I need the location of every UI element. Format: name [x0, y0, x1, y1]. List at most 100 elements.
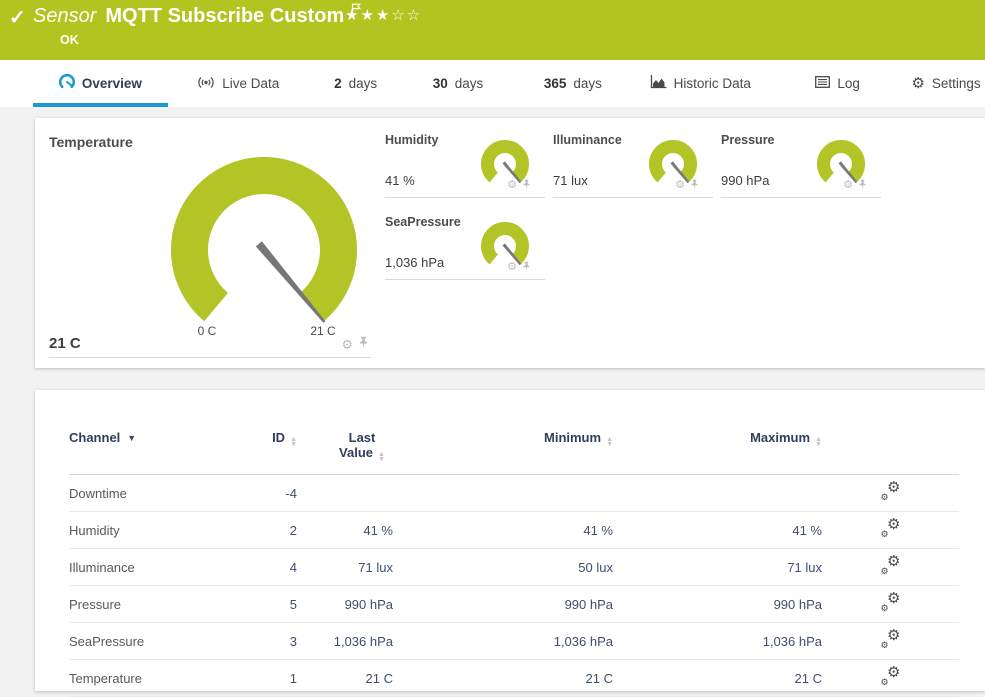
- gauge-title: Pressure: [721, 133, 775, 147]
- gauge-value: 71 lux: [553, 173, 588, 188]
- tab-historic-data[interactable]: Historic Data: [645, 60, 755, 107]
- temperature-gauge: [49, 128, 371, 333]
- gauge-cell-humidity: Humidity 41 % ⚙: [385, 124, 545, 198]
- gauge-cell-temperature: Temperature 0 C 21 C 21 C ⚙: [49, 128, 371, 358]
- status-badge: OK: [60, 33, 79, 47]
- tab-number: 2: [334, 76, 342, 91]
- channel-maximum: 990 hPa: [773, 596, 822, 612]
- tab-365-days[interactable]: 365 days: [530, 60, 615, 107]
- table-row: SeaPressure 3 1,036 hPa 1,036 hPa 1,036 hPa ⚙…: [69, 623, 959, 660]
- gauge-title: Temperature: [49, 134, 133, 150]
- gauge-cell-pressure: Pressure 990 hPa ⚙: [721, 124, 881, 198]
- broadcast-icon: [197, 76, 215, 92]
- channel-id: 1: [289, 670, 297, 686]
- channel-maximum: 71 lux: [787, 559, 822, 575]
- channel-maximum: [613, 475, 822, 512]
- tab-label: days: [454, 76, 484, 91]
- channel-name[interactable]: Illuminance: [69, 559, 135, 575]
- column-header-last-value[interactable]: Last Value ▲ ▼: [297, 430, 393, 475]
- channel-settings-icon[interactable]: ⚙ ⚙: [880, 478, 901, 502]
- channel-gear-icon[interactable]: ⚙: [843, 178, 853, 191]
- gauge-title: Humidity: [385, 133, 439, 147]
- gauge-cell-illuminance: Illuminance 71 lux ⚙: [553, 124, 713, 198]
- channel-settings-icon[interactable]: ⚙ ⚙: [880, 663, 901, 687]
- channel-gear-icon[interactable]: ⚙: [507, 260, 517, 273]
- channel-last-value: 41 %: [363, 522, 393, 538]
- channel-gear-icon[interactable]: ⚙: [675, 178, 685, 191]
- flag-icon[interactable]: [351, 0, 362, 22]
- column-header-actions: [822, 430, 959, 475]
- gauge-value: 990 hPa: [721, 173, 770, 188]
- channel-name[interactable]: SeaPressure: [69, 633, 145, 649]
- pin-icon[interactable]: [522, 176, 531, 194]
- column-header-maximum[interactable]: Maximum ▲ ▼: [613, 430, 822, 475]
- sensor-title-line: Sensor MQTT Subscribe Custom: [33, 3, 362, 28]
- channel-minimum: 990 hPa: [564, 596, 613, 612]
- tab-overview[interactable]: Overview: [33, 60, 168, 107]
- page-title: MQTT Subscribe Custom: [105, 5, 345, 27]
- pin-icon[interactable]: [858, 176, 867, 194]
- column-header-id[interactable]: ID ▲ ▼: [254, 430, 297, 475]
- sensor-kind-label: Sensor: [33, 5, 97, 27]
- table-row: Illuminance 4 71 lux 50 lux 71 lux ⚙ ⚙: [69, 549, 959, 586]
- seapressure-gauge: [476, 220, 534, 279]
- gauge-icon: [58, 73, 75, 93]
- status-check-icon: ✓: [9, 7, 26, 29]
- column-label: Maximum: [750, 430, 811, 445]
- tab-settings[interactable]: ⚙ Settings: [907, 60, 985, 107]
- tab-label: Historic Data: [673, 76, 751, 91]
- channel-settings-icon[interactable]: ⚙ ⚙: [880, 552, 901, 576]
- tab-30-days[interactable]: 30 days: [421, 60, 496, 107]
- channels-table: Channel ▼ ID ▲ ▼ Last Value ▲ ▼ Minimum ▲ ▼ Max…: [69, 430, 959, 697]
- area-chart-icon: [650, 75, 667, 92]
- gauge-value: 41 %: [385, 173, 415, 188]
- channel-last-value: 21 C: [365, 670, 393, 686]
- channel-id: 2: [289, 522, 297, 538]
- tab-label: days: [573, 76, 602, 91]
- channel-last-value: 990 hPa: [344, 596, 393, 612]
- channel-maximum: 41 %: [792, 522, 822, 538]
- channel-name[interactable]: Pressure: [69, 596, 122, 612]
- gauge-min-label: 0 C: [197, 324, 217, 338]
- channel-gear-icon[interactable]: ⚙: [341, 336, 353, 352]
- channel-last-value: 1,036 hPa: [333, 633, 393, 649]
- sort-icon: ▲ ▼: [815, 436, 822, 448]
- channel-settings-icon[interactable]: ⚙ ⚙: [880, 626, 901, 650]
- channel-id: 4: [289, 559, 297, 575]
- pin-icon[interactable]: [358, 335, 369, 353]
- channel-name[interactable]: Downtime: [69, 485, 127, 501]
- column-header-minimum[interactable]: Minimum ▲ ▼: [393, 430, 613, 475]
- channel-minimum: 50 lux: [578, 559, 613, 575]
- channel-maximum: 21 C: [794, 670, 822, 686]
- channel-maximum: 1,036 hPa: [762, 633, 822, 649]
- tab-live-data[interactable]: Live Data: [186, 60, 291, 107]
- column-label: Channel: [69, 430, 121, 445]
- small-gauges-grid: Humidity 41 % ⚙ Illuminance 71 lux ⚙ Pre…: [385, 124, 881, 280]
- channel-settings-icon[interactable]: ⚙ ⚙: [880, 515, 901, 539]
- tab-bar: Overview Live Data 2 days 30 days 365 da…: [0, 60, 985, 107]
- pin-icon[interactable]: [690, 176, 699, 194]
- sort-icon: ▲ ▼: [378, 451, 385, 463]
- gauge-title: SeaPressure: [385, 215, 461, 229]
- channel-gear-icon[interactable]: ⚙: [507, 178, 517, 191]
- priority-stars[interactable]: ★★★☆☆: [345, 7, 423, 24]
- channel-name[interactable]: Humidity: [69, 522, 120, 538]
- column-label: Last Value: [339, 430, 376, 460]
- column-label: Minimum: [544, 430, 602, 445]
- humidity-gauge: [476, 138, 534, 197]
- gauge-title: Illuminance: [553, 133, 622, 147]
- channel-settings-icon[interactable]: ⚙ ⚙: [880, 589, 901, 613]
- channels-panel: Channel ▼ ID ▲ ▼ Last Value ▲ ▼ Minimum ▲ ▼ Max…: [35, 390, 985, 697]
- tab-2-days[interactable]: 2 days: [321, 60, 391, 107]
- column-header-channel[interactable]: Channel ▼: [69, 430, 254, 475]
- channel-id: 5: [289, 596, 297, 612]
- pin-icon[interactable]: [522, 258, 531, 276]
- tab-log[interactable]: Log: [810, 60, 865, 107]
- sensor-banner: ✓ Sensor MQTT Subscribe Custom ★★★☆☆ OK: [0, 0, 985, 60]
- channel-minimum: 1,036 hPa: [553, 633, 613, 649]
- channel-minimum: 41 %: [583, 522, 613, 538]
- channel-name[interactable]: Temperature: [69, 670, 142, 686]
- tab-number: 30: [432, 76, 448, 91]
- gauge-max-label: 21 C: [310, 324, 336, 338]
- channel-minimum: 21 C: [585, 670, 613, 686]
